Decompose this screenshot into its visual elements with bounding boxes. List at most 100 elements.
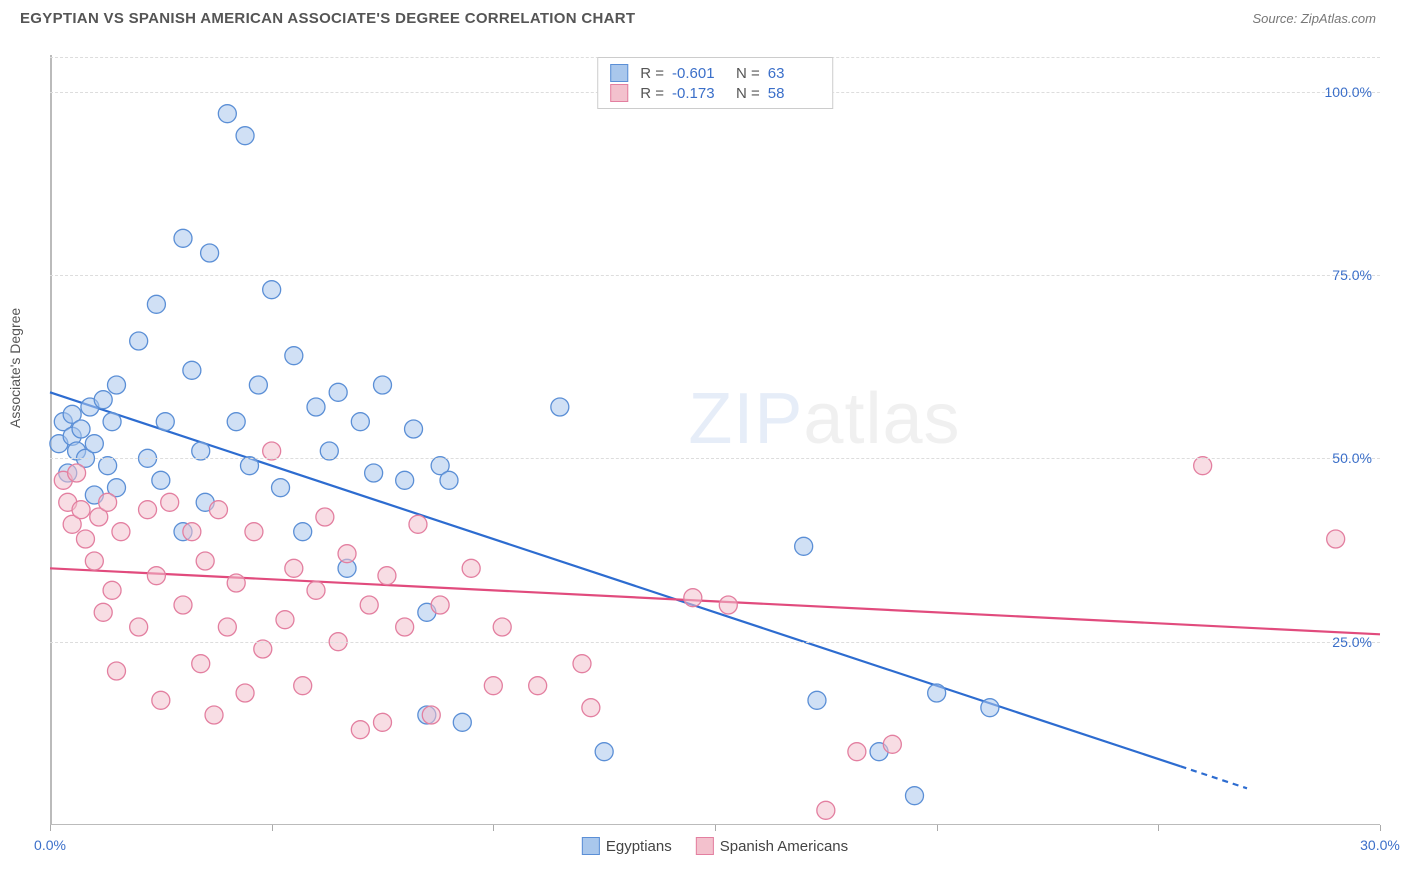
legend-stats-row: R =-0.601N =63 — [610, 63, 820, 83]
data-point — [272, 479, 290, 497]
data-point — [684, 589, 702, 607]
data-point — [719, 596, 737, 614]
data-point — [183, 361, 201, 379]
data-point — [156, 413, 174, 431]
y-tick-label: 50.0% — [1332, 450, 1372, 466]
data-point — [360, 596, 378, 614]
y-tick-label: 25.0% — [1332, 634, 1372, 650]
data-point — [103, 581, 121, 599]
data-point — [209, 501, 227, 519]
bottom-legend-item: Egyptians — [582, 837, 672, 855]
data-point — [103, 413, 121, 431]
x-tick — [50, 825, 51, 831]
legend-swatch — [696, 837, 714, 855]
data-point — [152, 471, 170, 489]
data-point — [245, 523, 263, 541]
stat-value-r: -0.601 — [672, 65, 724, 82]
legend-series-name: Spanish Americans — [720, 838, 848, 855]
data-point — [108, 376, 126, 394]
source-prefix: Source: — [1252, 11, 1300, 26]
y-tick-label: 100.0% — [1325, 84, 1372, 100]
data-point — [227, 574, 245, 592]
data-point — [241, 457, 259, 475]
data-point — [453, 713, 471, 731]
source-attribution: Source: ZipAtlas.com — [1252, 11, 1376, 26]
chart-title: EGYPTIAN VS SPANISH AMERICAN ASSOCIATE'S… — [20, 10, 635, 27]
data-point — [85, 435, 103, 453]
data-point — [76, 530, 94, 548]
grid-line — [50, 458, 1380, 459]
data-point — [147, 295, 165, 313]
data-point — [374, 376, 392, 394]
data-point — [294, 677, 312, 695]
data-point — [192, 655, 210, 673]
y-tick-label: 75.0% — [1332, 267, 1372, 283]
data-point — [405, 420, 423, 438]
data-point — [440, 471, 458, 489]
data-point — [254, 640, 272, 658]
data-point — [1327, 530, 1345, 548]
data-point — [316, 508, 334, 526]
x-tick — [715, 825, 716, 831]
data-point — [365, 464, 383, 482]
data-point — [981, 699, 999, 717]
data-point — [551, 398, 569, 416]
data-point — [795, 537, 813, 555]
data-point — [582, 699, 600, 717]
chart-svg — [50, 55, 1380, 825]
data-point — [595, 743, 613, 761]
data-point — [249, 376, 267, 394]
legend-swatch — [610, 64, 628, 82]
data-point — [338, 545, 356, 563]
data-point — [808, 691, 826, 709]
data-point — [147, 567, 165, 585]
data-point — [218, 105, 236, 123]
data-point — [192, 442, 210, 460]
data-point — [351, 721, 369, 739]
grid-line — [50, 642, 1380, 643]
data-point — [329, 383, 347, 401]
scatter-chart: ZIPatlas 25.0%50.0%75.0%100.0%0.0%30.0% … — [50, 55, 1380, 825]
data-point — [1194, 457, 1212, 475]
data-point — [906, 787, 924, 805]
data-point — [529, 677, 547, 695]
x-tick — [937, 825, 938, 831]
data-point — [263, 281, 281, 299]
legend-swatch — [582, 837, 600, 855]
data-point — [848, 743, 866, 761]
legend-series-name: Egyptians — [606, 838, 672, 855]
x-tick — [1380, 825, 1381, 831]
data-point — [218, 618, 236, 636]
legend-stats-box: R =-0.601N =63R =-0.173N =58 — [597, 57, 833, 109]
data-point — [374, 713, 392, 731]
data-point — [307, 581, 325, 599]
data-point — [72, 420, 90, 438]
data-point — [928, 684, 946, 702]
data-point — [294, 523, 312, 541]
stat-value-n: 58 — [768, 85, 820, 102]
trend-line — [50, 568, 1380, 634]
data-point — [196, 552, 214, 570]
data-point — [130, 332, 148, 350]
data-point — [68, 464, 86, 482]
x-tick — [1158, 825, 1159, 831]
x-tick — [493, 825, 494, 831]
data-point — [462, 559, 480, 577]
data-point — [201, 244, 219, 262]
data-point — [183, 523, 201, 541]
trend-line — [1181, 766, 1248, 788]
data-point — [130, 618, 148, 636]
data-point — [396, 471, 414, 489]
data-point — [236, 127, 254, 145]
data-point — [351, 413, 369, 431]
legend-stats-row: R =-0.173N =58 — [610, 83, 820, 103]
data-point — [108, 662, 126, 680]
data-point — [409, 515, 427, 533]
stat-value-n: 63 — [768, 65, 820, 82]
source-name: ZipAtlas.com — [1301, 11, 1376, 26]
data-point — [152, 691, 170, 709]
x-tick-label: 30.0% — [1360, 837, 1400, 853]
data-point — [817, 801, 835, 819]
data-point — [99, 493, 117, 511]
data-point — [285, 347, 303, 365]
